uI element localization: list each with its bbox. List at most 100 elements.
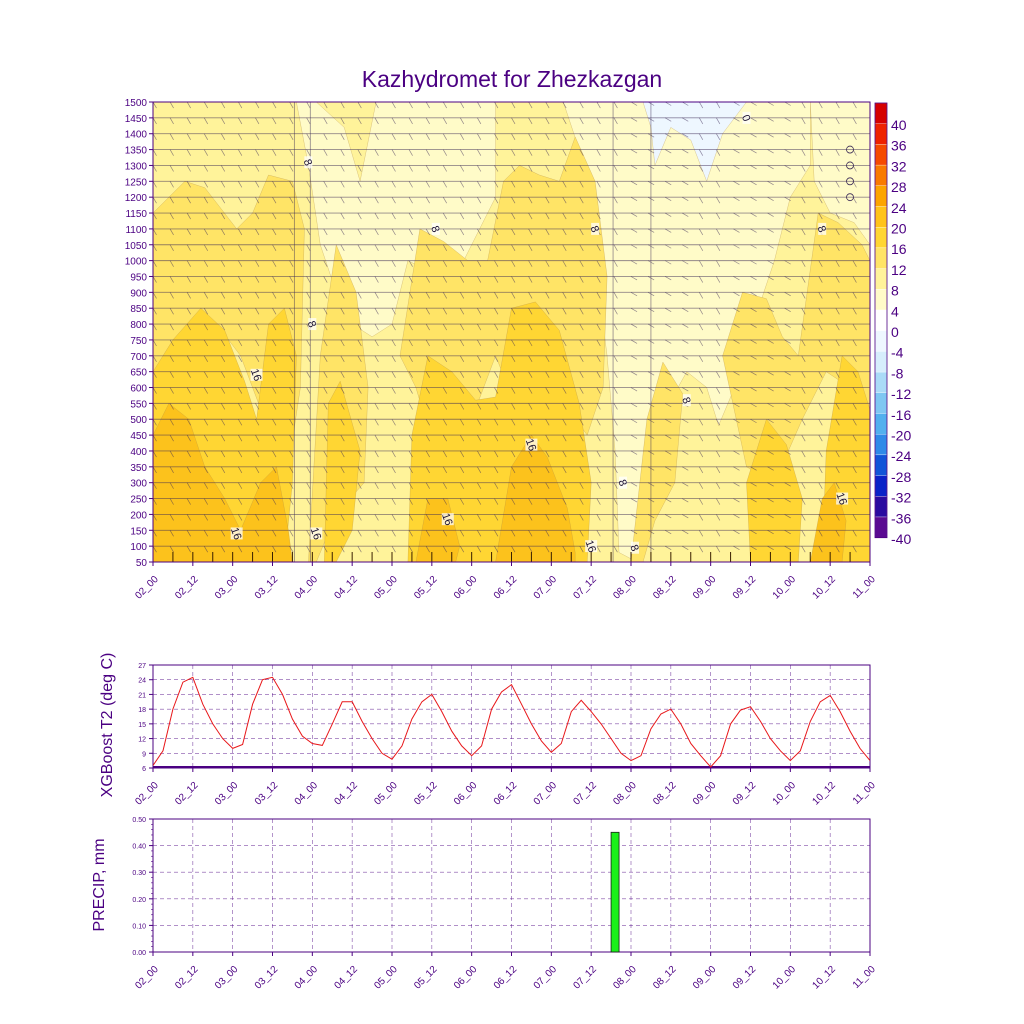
wind-barb [750,181,757,186]
wind-barb [852,339,857,347]
wind-barb [682,133,689,138]
wind-barb [306,292,311,299]
wind-barb [613,117,618,125]
x-tick-label: 08_12 [651,964,679,992]
wind-barb [306,561,308,562]
colorbar-swatch [874,268,888,290]
wind-barb [596,133,601,140]
wind-barb [255,561,256,562]
wind-barb [289,355,294,363]
wind-barb [767,482,774,487]
wind-barb [562,403,567,410]
wind-barb [238,308,243,315]
wind-barb [579,403,584,410]
y-tick-label: 1050 [125,241,148,252]
x-tick-label: 08_12 [651,574,679,602]
wind-barb [306,260,311,267]
wind-barb [272,403,277,410]
wind-barb [425,323,430,331]
t2-chart: 27 24 21 18 15 12 9 6 02_00 02_12 03_00 03_12 04_00 0… [133,663,878,807]
wind-barb [818,117,823,125]
wind-barb [391,102,396,109]
contour-label-bg [742,111,751,124]
wind-barb [579,212,584,220]
wind-barb [169,244,174,251]
wind-barb [818,450,823,458]
wind-barb [784,323,791,328]
wind-barb [869,339,870,341]
wind-barb [459,149,465,156]
wind-barb [153,244,157,251]
wind-barb [340,466,345,474]
wind-barb [613,292,618,299]
wind-barb [784,117,791,122]
wind-barb [767,323,774,328]
wind-barb [664,339,672,344]
wind-barb [545,308,550,315]
wind-barb [357,545,362,553]
x-tick-label: 09_00 [691,780,719,808]
wind-barb [767,276,774,281]
wind-barb [220,450,226,458]
wind-barb [545,545,550,553]
wind-barb [852,419,857,426]
wind-barb [169,387,174,394]
wind-barb [340,102,345,109]
wind-barb [220,292,226,299]
wind-barb [784,482,791,487]
wind-barb [767,450,774,455]
wind-barb [852,133,857,140]
wind-barb [562,149,567,156]
wind-barb [340,308,345,315]
wind-barb [169,260,174,267]
x-tick-label: 05_00 [372,964,400,992]
wind-barb [750,260,757,265]
wind-barb [716,133,721,140]
wind-barb [391,228,396,236]
wind-barb [682,482,689,487]
wind-barb [511,450,516,458]
band-cold [642,102,747,182]
wind-barb [596,387,601,394]
wind-barb [391,545,396,553]
wind-barb [357,212,362,220]
wind-barb [562,212,567,220]
wind-barb [238,149,243,156]
wind-barb [698,387,704,394]
wind-barb [153,530,157,537]
wind-barb [852,323,857,331]
wind-barb [664,450,672,455]
wind-barb [664,149,672,154]
wind-barb [818,260,823,267]
colorbar-swatch [874,371,888,393]
colorbar-label: -4 [891,345,904,361]
wind-barb [153,133,157,140]
wind-barb [750,323,757,328]
wind-barb [459,450,465,458]
y-tick-label: 800 [130,320,147,331]
wind-barb [255,339,260,347]
wind-barb [340,339,345,347]
wind-barb [545,371,550,378]
wind-barb [664,165,672,170]
wind-barb [613,387,618,394]
y-tick-label: 0.50 [132,817,146,824]
wind-barb [596,292,601,299]
wind-barb [801,244,806,251]
wind-barb [323,545,328,553]
y-tick-label: 0.40 [132,844,146,851]
contour-label-bg [431,222,440,235]
wind-barb [869,133,870,135]
wind-barb [698,292,704,299]
wind-barb [391,292,396,299]
wind-barb [750,498,757,503]
wind-barb [613,419,618,426]
wind-barb [630,418,638,424]
wind-barb [835,102,840,109]
wind-barb [357,260,362,267]
wind-barb [869,387,870,389]
wind-barb [835,403,840,410]
wind-barb [682,498,689,503]
wind-barb [784,434,791,439]
wind-barb [801,545,806,553]
